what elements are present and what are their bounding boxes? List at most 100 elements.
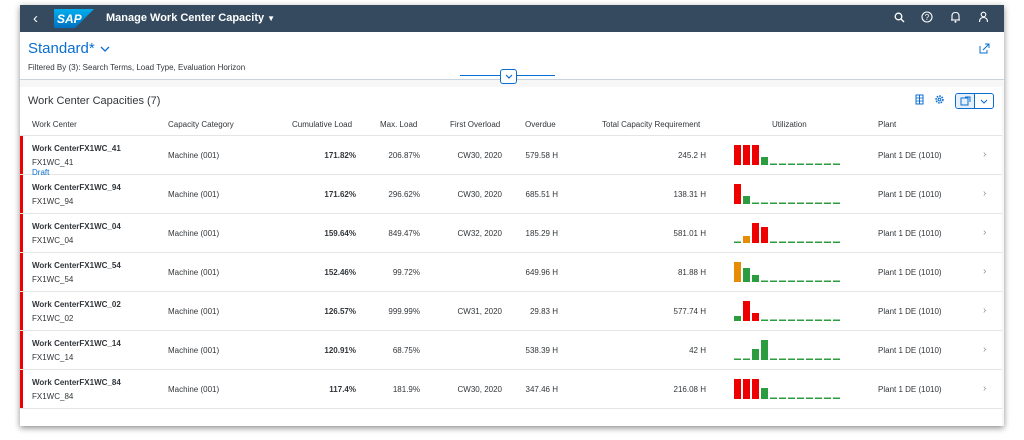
- plant: Plant 1 DE (1010): [878, 151, 942, 160]
- cumulative-load: 120.91%: [324, 346, 356, 355]
- overdue: 29.83 H: [529, 307, 558, 316]
- chevron-right-icon[interactable]: ›: [983, 227, 987, 238]
- utilization-bar: [788, 319, 795, 321]
- utilization-bar: [779, 319, 786, 321]
- filter-summary: Filtered By (3): Search Terms, Load Type…: [28, 63, 246, 72]
- col-capacity-category[interactable]: Capacity Category: [168, 120, 234, 129]
- utilization-bar: [734, 241, 741, 243]
- utilization-bar: [779, 280, 786, 282]
- utilization-bar: [743, 236, 750, 243]
- overdue: 579.58 H: [525, 151, 558, 160]
- max-load: 999.99%: [388, 307, 420, 316]
- utilization-bar: [806, 319, 813, 321]
- chevron-right-icon[interactable]: ›: [983, 188, 987, 199]
- export-button[interactable]: [956, 94, 975, 108]
- utilization-bar: [788, 280, 795, 282]
- utilization-bar: [815, 397, 822, 399]
- utilization-bar: [824, 280, 831, 282]
- collapse-header-button[interactable]: [500, 69, 517, 84]
- work-center-name: Work CenterFX1WC_14: [32, 339, 121, 348]
- chevron-right-icon[interactable]: ›: [983, 149, 987, 160]
- plant: Plant 1 DE (1010): [878, 268, 942, 277]
- work-center-name: Work CenterFX1WC_54: [32, 261, 121, 270]
- table-row[interactable]: Work CenterFX1WC_41 FX1WC_41 Draft Machi…: [20, 136, 1002, 177]
- table-row[interactable]: Work CenterFX1WC_84 FX1WC_84 Machine (00…: [20, 370, 1002, 409]
- utilization-microchart: [734, 184, 840, 204]
- utilization-bar: [734, 316, 741, 321]
- app-window: ‹ SAP Manage Work Center Capacity ▼ ?: [20, 5, 1004, 426]
- draft-label: Draft: [32, 168, 50, 177]
- utilization-bar: [788, 241, 795, 243]
- col-first-overload[interactable]: First Overload: [450, 120, 501, 129]
- chevron-right-icon[interactable]: ›: [983, 305, 987, 316]
- column-settings-icon[interactable]: [915, 92, 924, 110]
- status-indicator: [20, 253, 23, 291]
- chevron-right-icon[interactable]: ›: [983, 344, 987, 355]
- utilization-bar: [734, 145, 741, 165]
- export-menu-button[interactable]: [975, 94, 993, 108]
- utilization-bar: [797, 280, 804, 282]
- col-max-load[interactable]: Max. Load: [380, 120, 418, 129]
- share-icon[interactable]: [979, 41, 990, 59]
- work-center-id: FX1WC_02: [32, 314, 74, 323]
- utilization-bar: [752, 145, 759, 165]
- work-center-id: FX1WC_94: [32, 197, 74, 206]
- chevron-right-icon[interactable]: ›: [983, 383, 987, 394]
- utilization-bar: [779, 397, 786, 399]
- table-title: Work Center Capacities (7): [28, 95, 161, 107]
- utilization-bar: [779, 163, 786, 165]
- sap-logo[interactable]: SAP: [54, 9, 94, 28]
- col-cumulative-load[interactable]: Cumulative Load: [292, 120, 353, 129]
- utilization-bar: [779, 241, 786, 243]
- user-icon[interactable]: [976, 10, 990, 24]
- work-center-id: FX1WC_04: [32, 236, 74, 245]
- capacity-category: Machine (001): [168, 229, 220, 238]
- capacity-category: Machine (001): [168, 307, 220, 316]
- utilization-microchart: [734, 262, 840, 282]
- utilization-bar: [761, 157, 768, 165]
- notification-icon[interactable]: [948, 10, 962, 24]
- overdue: 685.51 H: [525, 190, 558, 199]
- utilization-bar: [770, 319, 777, 321]
- help-icon[interactable]: ?: [920, 10, 934, 24]
- table-row[interactable]: Work CenterFX1WC_14 FX1WC_14 Machine (00…: [20, 331, 1002, 370]
- back-icon[interactable]: ‹: [33, 10, 38, 27]
- table-row[interactable]: Work CenterFX1WC_02 FX1WC_02 Machine (00…: [20, 292, 1002, 331]
- work-center-name: Work CenterFX1WC_41: [32, 144, 121, 153]
- work-center-id: FX1WC_84: [32, 392, 74, 401]
- table-row[interactable]: Work CenterFX1WC_94 FX1WC_94 Machine (00…: [20, 175, 1002, 214]
- col-utilization[interactable]: Utilization: [772, 120, 807, 129]
- table-row[interactable]: Work CenterFX1WC_54 FX1WC_54 Machine (00…: [20, 253, 1002, 292]
- table-row[interactable]: Work CenterFX1WC_04 FX1WC_04 Machine (00…: [20, 214, 1002, 253]
- utilization-bar: [797, 241, 804, 243]
- search-icon[interactable]: [892, 10, 906, 24]
- cumulative-load: 152.46%: [324, 268, 356, 277]
- utilization-microchart: [734, 301, 840, 321]
- col-total-capacity[interactable]: Total Capacity Requirement: [602, 120, 701, 129]
- first-overload: CW30, 2020: [457, 151, 502, 160]
- utilization-bar: [734, 184, 741, 204]
- utilization-bar: [743, 301, 750, 321]
- app-title-menu[interactable]: Manage Work Center Capacity ▼: [106, 12, 275, 24]
- col-work-center[interactable]: Work Center: [32, 120, 77, 129]
- utilization-bar: [770, 397, 777, 399]
- utilization-bar: [833, 358, 840, 360]
- utilization-bar: [788, 163, 795, 165]
- utilization-bar: [824, 397, 831, 399]
- utilization-bar: [743, 268, 750, 282]
- col-plant[interactable]: Plant: [878, 120, 897, 129]
- svg-text:?: ?: [925, 13, 930, 22]
- work-center-name: Work CenterFX1WC_04: [32, 222, 121, 231]
- utilization-bar: [815, 358, 822, 360]
- col-overdue[interactable]: Overdue: [525, 120, 556, 129]
- status-indicator: [20, 292, 23, 330]
- status-indicator: [20, 136, 23, 174]
- chevron-right-icon[interactable]: ›: [983, 266, 987, 277]
- total-capacity-requirement: 216.08 H: [673, 385, 706, 394]
- gear-icon[interactable]: [934, 92, 945, 110]
- total-capacity-requirement: 42 H: [689, 346, 706, 355]
- status-indicator: [20, 331, 23, 369]
- plant: Plant 1 DE (1010): [878, 229, 942, 238]
- variant-selector[interactable]: Standard*: [28, 40, 110, 57]
- utilization-bar: [752, 223, 759, 243]
